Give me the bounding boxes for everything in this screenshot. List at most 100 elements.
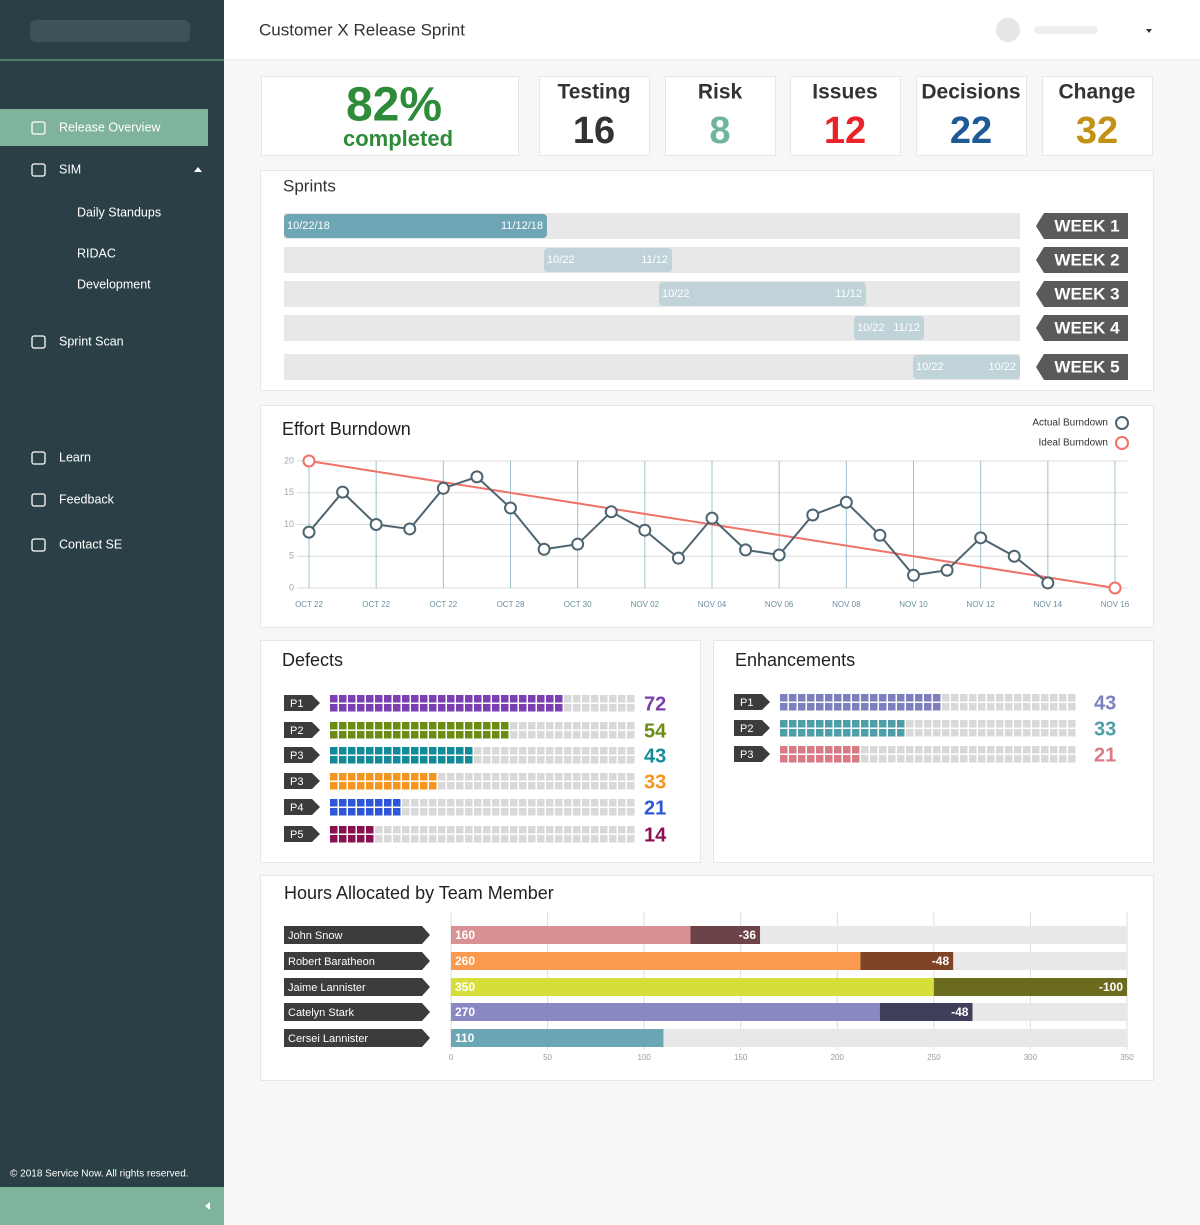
over-label: -36 — [739, 928, 757, 942]
nav-icon[interactable] — [31, 163, 46, 177]
x-tick-label: NOV 02 — [631, 600, 660, 609]
sprint-bar — [659, 282, 866, 306]
waffle-cell — [780, 746, 788, 754]
waffle-cell — [564, 731, 572, 739]
waffle-cell — [1041, 746, 1049, 754]
waffle-cell — [456, 782, 464, 790]
collapse-arrow[interactable] — [205, 1202, 210, 1210]
x-tick-label: 100 — [637, 1053, 651, 1062]
waffle-cell — [348, 704, 356, 712]
nav-item[interactable]: Feedback — [59, 492, 115, 506]
series-point — [873, 528, 887, 542]
panel-title: Hours Allocated by Team Member — [284, 883, 554, 903]
waffle-cell — [933, 703, 941, 711]
waffle-cell — [519, 695, 527, 703]
bar-label: 270 — [455, 1005, 475, 1019]
waffle-cell — [582, 695, 590, 703]
waffle-cell — [384, 799, 392, 807]
waffle-cell — [852, 694, 860, 702]
expand-caret[interactable] — [194, 167, 202, 172]
waffle-cell — [393, 799, 401, 807]
waffle-cell — [402, 722, 410, 730]
x-tick-label: 300 — [1024, 1053, 1038, 1062]
waffle-cell — [510, 835, 518, 843]
waffle-cell — [429, 731, 437, 739]
waffle-cell — [582, 704, 590, 712]
waffle-cell — [1005, 755, 1013, 763]
series-point — [537, 542, 551, 556]
waffle-cell — [627, 826, 635, 834]
waffle-cell — [600, 835, 608, 843]
waffle-cell — [366, 808, 374, 816]
week-label: WEEK 5 — [1054, 357, 1119, 376]
priority-value: 72 — [644, 693, 666, 715]
series-point — [302, 525, 316, 539]
waffle-cell — [906, 746, 914, 754]
nav-item[interactable]: Release Overview — [59, 120, 161, 134]
waffle-cell — [942, 703, 950, 711]
nav-item[interactable]: Learn — [59, 450, 91, 464]
waffle-cell — [402, 799, 410, 807]
waffle-cell — [573, 731, 581, 739]
waffle-cell — [609, 695, 617, 703]
waffle-cell — [447, 782, 455, 790]
waffle-cell — [852, 746, 860, 754]
waffle-cell — [510, 695, 518, 703]
user-avatar[interactable] — [996, 18, 1020, 42]
waffle-cell — [546, 756, 554, 764]
collapse-bar[interactable] — [0, 1187, 224, 1225]
waffle-cell — [456, 808, 464, 816]
bar-label: 160 — [455, 928, 475, 942]
waffle-cell — [555, 826, 563, 834]
waffle-cell — [600, 826, 608, 834]
waffle-cell — [933, 729, 941, 737]
x-tick-label: 350 — [1120, 1053, 1134, 1062]
stat-card — [790, 76, 901, 156]
nav-item[interactable]: RIDAC — [77, 246, 116, 260]
waffle-cell — [564, 756, 572, 764]
waffle-cell — [852, 729, 860, 737]
waffle-cell — [888, 703, 896, 711]
nav-icon[interactable] — [31, 121, 46, 135]
waffle-cell — [375, 808, 383, 816]
waffle-cell — [519, 731, 527, 739]
waffle-cell — [798, 703, 806, 711]
waffle-cell — [465, 782, 473, 790]
waffle-cell — [348, 826, 356, 834]
waffle-cell — [978, 729, 986, 737]
waffle-cell — [1014, 694, 1022, 702]
nav-item[interactable]: SIM — [59, 162, 81, 176]
waffle-cell — [546, 747, 554, 755]
nav-icon[interactable] — [31, 451, 46, 465]
user-name-blurred[interactable] — [1034, 26, 1098, 34]
waffle-cell — [573, 704, 581, 712]
waffle-cell — [510, 782, 518, 790]
waffle-cell — [960, 720, 968, 728]
waffle-cell — [987, 746, 995, 754]
nav-item[interactable]: Sprint Scan — [59, 334, 124, 348]
nav-icon[interactable] — [31, 493, 46, 507]
series-point — [974, 531, 988, 545]
waffle-cell — [1032, 746, 1040, 754]
nav-item[interactable]: Contact SE — [59, 537, 122, 551]
waffle-cell — [888, 694, 896, 702]
waffle-cell — [996, 703, 1004, 711]
nav-icon[interactable] — [31, 335, 46, 349]
nav-icon[interactable] — [31, 538, 46, 552]
waffle-cell — [483, 799, 491, 807]
waffle-cell — [411, 722, 419, 730]
nav-item[interactable]: Daily Standups — [77, 205, 161, 219]
user-menu-caret[interactable] — [1146, 29, 1152, 33]
waffle-cell — [555, 747, 563, 755]
waffle-cell — [609, 835, 617, 843]
sprints-panel — [260, 170, 1154, 391]
waffle-cell — [609, 782, 617, 790]
waffle-cell — [987, 720, 995, 728]
stat-card — [539, 76, 650, 156]
nav-item[interactable]: Development — [77, 277, 151, 291]
waffle-cell — [879, 720, 887, 728]
waffle-cell — [492, 722, 500, 730]
waffle-cell — [798, 755, 806, 763]
y-tick-label: 15 — [284, 487, 294, 497]
waffle-cell — [1050, 703, 1058, 711]
